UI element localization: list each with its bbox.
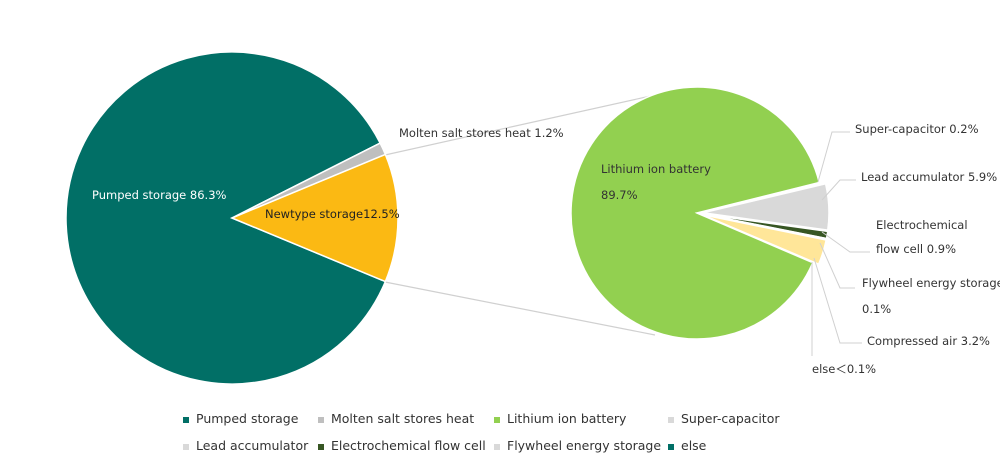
slice-value: ＜0.1% [835, 362, 877, 376]
slice-name: else [812, 362, 836, 376]
slice-name: Newtype storage [265, 207, 364, 221]
legend-label: Pumped storage [196, 411, 299, 426]
legend-swatch [494, 416, 500, 423]
slice-value: 0.1% [862, 302, 892, 316]
slice-name: Lead accumulator [861, 170, 965, 184]
slice-label: else＜0.1% [812, 356, 876, 382]
legend-swatch [318, 416, 324, 423]
legend-item: Flywheel energy storage [494, 438, 661, 453]
slice-value: 89.7% [601, 188, 638, 202]
slice-value: 0.9% [926, 242, 957, 256]
legend-label: Lithium ion battery [507, 411, 627, 426]
slice-name: Compressed air [867, 334, 958, 348]
legend-swatch [668, 416, 674, 423]
connector-line [384, 281, 656, 336]
slice-value: 0.2% [949, 122, 979, 136]
legend-label: else [681, 438, 707, 453]
slice-label: Newtype storage12.5% [265, 201, 400, 227]
pie-slice [230, 153, 399, 283]
legend-item: else [668, 438, 706, 453]
leader-line [819, 242, 855, 289]
slice-value: 12.5% [363, 207, 400, 221]
legend-swatch [494, 443, 500, 450]
slice-label: Electrochemical flow cell 0.9% [876, 213, 986, 261]
legend-label: Lead accumulator [196, 438, 309, 453]
legend-item: Electrochemical flow cell [318, 438, 486, 453]
legend-swatch [318, 443, 324, 450]
legend-item: Lithium ion battery [494, 411, 626, 426]
legend-swatch [183, 443, 189, 450]
slice-label: Lithium ion battery 89.7% [601, 156, 711, 208]
slice-name: Flywheel energy storage [862, 276, 1000, 290]
slice-value: 5.9% [967, 170, 998, 184]
leader-line [817, 131, 850, 183]
leader-line [821, 231, 870, 253]
leader-line [813, 257, 862, 344]
legend-item: Pumped storage [183, 411, 298, 426]
slice-label: Molten salt stores heat 1.2% [399, 120, 564, 146]
pie-slice [702, 182, 830, 231]
legend-label: Super-capacitor [681, 411, 780, 426]
legend-swatch [668, 443, 674, 450]
slice-label: Super-capacitor 0.2% [855, 116, 979, 142]
slice-name: Molten salt stores heat [399, 126, 531, 140]
slice-value: 3.2% [960, 334, 990, 348]
slice-value: 1.2% [534, 126, 564, 140]
legend-swatch [183, 416, 189, 423]
slice-name: Super-capacitor [855, 122, 946, 136]
slice-label: Compressed air 3.2% [867, 328, 990, 354]
legend-item: Super-capacitor [668, 411, 780, 426]
pie-slice [570, 86, 821, 340]
legend-item: Molten salt stores heat [318, 411, 474, 426]
slice-value: 86.3% [189, 188, 227, 202]
slice-label: Flywheel energy storage 0.1% [862, 270, 1000, 322]
connector-line [384, 94, 656, 156]
leader-line [821, 179, 856, 201]
slice-name: Lithium ion battery [601, 162, 711, 176]
slice-name: Pumped storage [92, 188, 187, 202]
legend-label: Molten salt stores heat [331, 411, 475, 426]
slice-label: Pumped storage 86.3% [92, 182, 226, 208]
slice-name: Electrochemical flow cell [876, 218, 968, 256]
pie-slice [65, 51, 387, 385]
legend-item: Lead accumulator [183, 438, 308, 453]
slice-label: Lead accumulator 5.9% [861, 164, 997, 190]
legend-label: Flywheel energy storage [507, 438, 662, 453]
legend-label: Electrochemical flow cell [331, 438, 486, 453]
